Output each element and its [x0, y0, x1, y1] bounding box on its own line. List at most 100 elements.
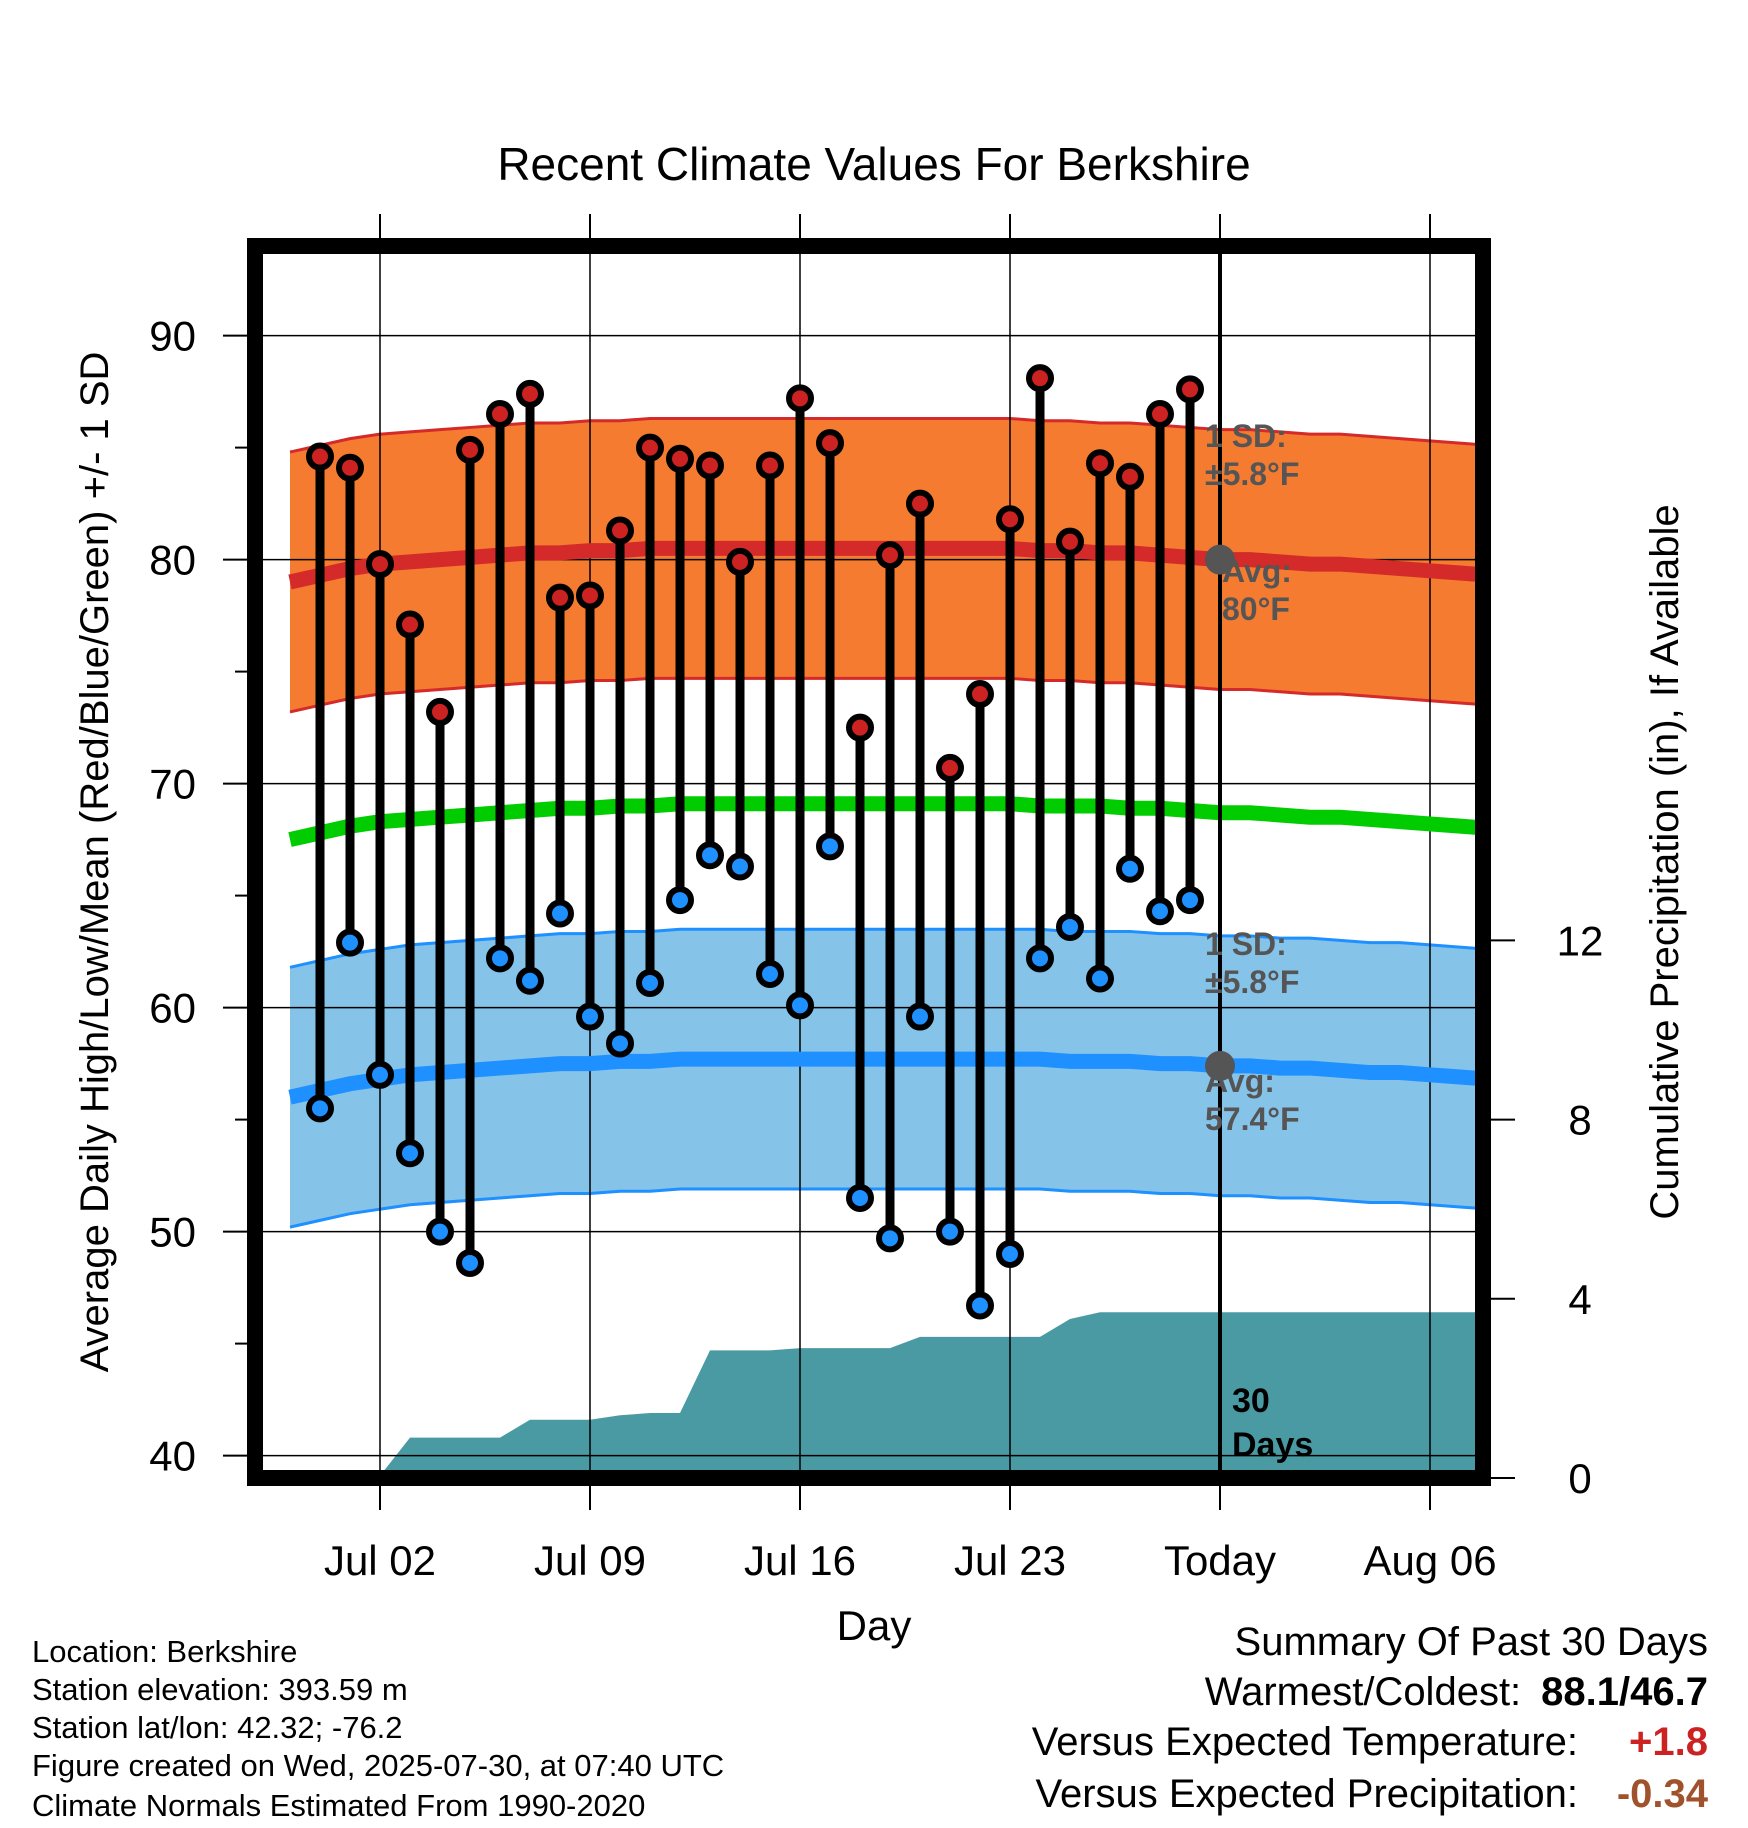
- daily-low-point: [846, 1184, 874, 1212]
- daily-low-point: [1086, 964, 1114, 993]
- summary-temp-value: +1.8: [1629, 1720, 1708, 1764]
- y-tick-label: 70: [149, 761, 196, 808]
- y-tick-label: 90: [149, 313, 196, 360]
- daily-high-point: [756, 451, 784, 480]
- daily-low-point: [996, 1240, 1024, 1268]
- daily-high-point: [846, 713, 874, 742]
- daily-low-point: [456, 1248, 484, 1277]
- daily-high-point: [726, 547, 754, 576]
- daily-low-point: [786, 991, 814, 1020]
- high-sd-upper-line: [289, 416, 1483, 454]
- y2-tick-label: 12: [1557, 917, 1604, 964]
- daily-low-point: [336, 928, 364, 957]
- footer-elevation: Station elevation: 393.59 m: [32, 1672, 408, 1707]
- x-tick-label: Jul 23: [954, 1537, 1066, 1584]
- daily-high-point: [906, 489, 934, 518]
- daily-low-point: [426, 1217, 454, 1246]
- x-axis-label: Day: [837, 1602, 912, 1649]
- low-avg-annotation: Avg: 57.4°F: [1205, 1063, 1300, 1137]
- daily-low-point: [756, 960, 784, 988]
- daily-low-point: [606, 1029, 634, 1058]
- y-tick-label: 80: [149, 537, 196, 584]
- daily-high-point: [306, 442, 334, 471]
- daily-high-point: [456, 435, 484, 464]
- daily-low-point: [936, 1217, 964, 1246]
- daily-high-point: [366, 550, 394, 579]
- daily-high-point: [576, 581, 604, 610]
- daily-high-point: [426, 697, 454, 726]
- daily-low-point: [486, 944, 514, 973]
- daily-high-point: [396, 610, 424, 639]
- x-tick-label: Jul 02: [324, 1537, 436, 1584]
- x-tick-label: Today: [1164, 1537, 1276, 1584]
- daily-low-point: [906, 1002, 934, 1031]
- daily-high-point: [336, 453, 364, 482]
- plot-area: [255, 246, 1483, 1478]
- summary-precip-label: Versus Expected Precipitation:: [1035, 1772, 1578, 1816]
- summary-warmest-value: 88.1/46.7: [1541, 1670, 1708, 1714]
- summary-temp-label: Versus Expected Temperature:: [1031, 1720, 1578, 1764]
- daily-high-point: [546, 583, 574, 612]
- summary-warmest-label: Warmest/Coldest:: [1204, 1670, 1522, 1714]
- today-days-label: 30 Days: [1232, 1382, 1313, 1464]
- y2-tick-label: 0: [1568, 1455, 1591, 1502]
- daily-high-point: [696, 451, 724, 480]
- footer-latlon: Station lat/lon: 42.32; -76.2: [32, 1710, 403, 1745]
- daily-high-point: [876, 541, 904, 570]
- x-tick-label: Jul 09: [534, 1537, 646, 1584]
- y2-axis-label: Cumulative Precipitation (in), If Availa…: [1643, 504, 1687, 1219]
- summary-precip-row: Versus Expected Precipitation: -0.34: [1035, 1774, 1708, 1814]
- daily-high-point: [486, 400, 514, 428]
- daily-low-point: [1146, 897, 1174, 926]
- daily-low-point: [1176, 886, 1204, 915]
- daily-high-point: [636, 433, 664, 462]
- daily-low-point: [876, 1224, 904, 1253]
- daily-high-point: [666, 444, 694, 473]
- daily-high-point: [786, 384, 814, 413]
- daily-low-point: [576, 1002, 604, 1031]
- summary-title: Summary Of Past 30 Days: [1234, 1620, 1708, 1664]
- y-axis-label: Average Daily High/Low/Mean (Red/Blue/Gr…: [73, 352, 117, 1373]
- daily-high-point: [1176, 375, 1204, 404]
- daily-low-point: [1026, 944, 1054, 973]
- daily-high-point: [1056, 527, 1084, 556]
- summary-warmest-row: Warmest/Coldest: 88.1/46.7: [1205, 1672, 1708, 1712]
- daily-high-point: [516, 379, 544, 408]
- y-tick-label: 60: [149, 985, 196, 1032]
- daily-low-point: [966, 1291, 994, 1320]
- daily-high-point: [1086, 449, 1114, 478]
- daily-high-point: [1026, 364, 1054, 393]
- daily-low-point: [366, 1060, 394, 1089]
- daily-high-point: [966, 680, 994, 708]
- daily-high-point: [606, 516, 634, 545]
- daily-low-point: [1056, 912, 1084, 941]
- footer-normals: Climate Normals Estimated From 1990-2020: [32, 1788, 646, 1823]
- daily-low-point: [396, 1139, 424, 1168]
- daily-low-point: [546, 899, 574, 928]
- daily-low-point: [696, 841, 724, 870]
- daily-low-point: [306, 1094, 334, 1123]
- x-tick-label: Jul 16: [744, 1537, 856, 1584]
- precip-area: [290, 1312, 1483, 1478]
- daily-low-point: [516, 966, 544, 995]
- y-tick-label: 50: [149, 1209, 196, 1256]
- y2-tick-label: 4: [1568, 1276, 1591, 1323]
- daily-high-point: [996, 505, 1024, 534]
- footer-location: Location: Berkshire: [32, 1634, 298, 1669]
- y-tick-label: 40: [149, 1433, 196, 1480]
- daily-low-point: [726, 852, 754, 881]
- daily-high-point: [816, 429, 844, 458]
- x-tick-label: Aug 06: [1363, 1537, 1496, 1584]
- y2-tick-label: 8: [1568, 1097, 1591, 1144]
- today-high-marker: [1205, 544, 1235, 575]
- daily-high-point: [1116, 462, 1144, 491]
- high-sd-annotation: 1 SD: ±5.8°F: [1205, 418, 1299, 492]
- chart-title: Recent Climate Values For Berkshire: [497, 138, 1250, 190]
- high-avg-annotation: Avg: 80°F: [1222, 553, 1292, 627]
- daily-low-point: [816, 832, 844, 861]
- daily-low-point: [666, 886, 694, 915]
- daily-high-point: [1146, 400, 1174, 428]
- low-sd-annotation: 1 SD: ±5.8°F: [1205, 926, 1299, 1000]
- summary-precip-value: -0.34: [1616, 1772, 1708, 1816]
